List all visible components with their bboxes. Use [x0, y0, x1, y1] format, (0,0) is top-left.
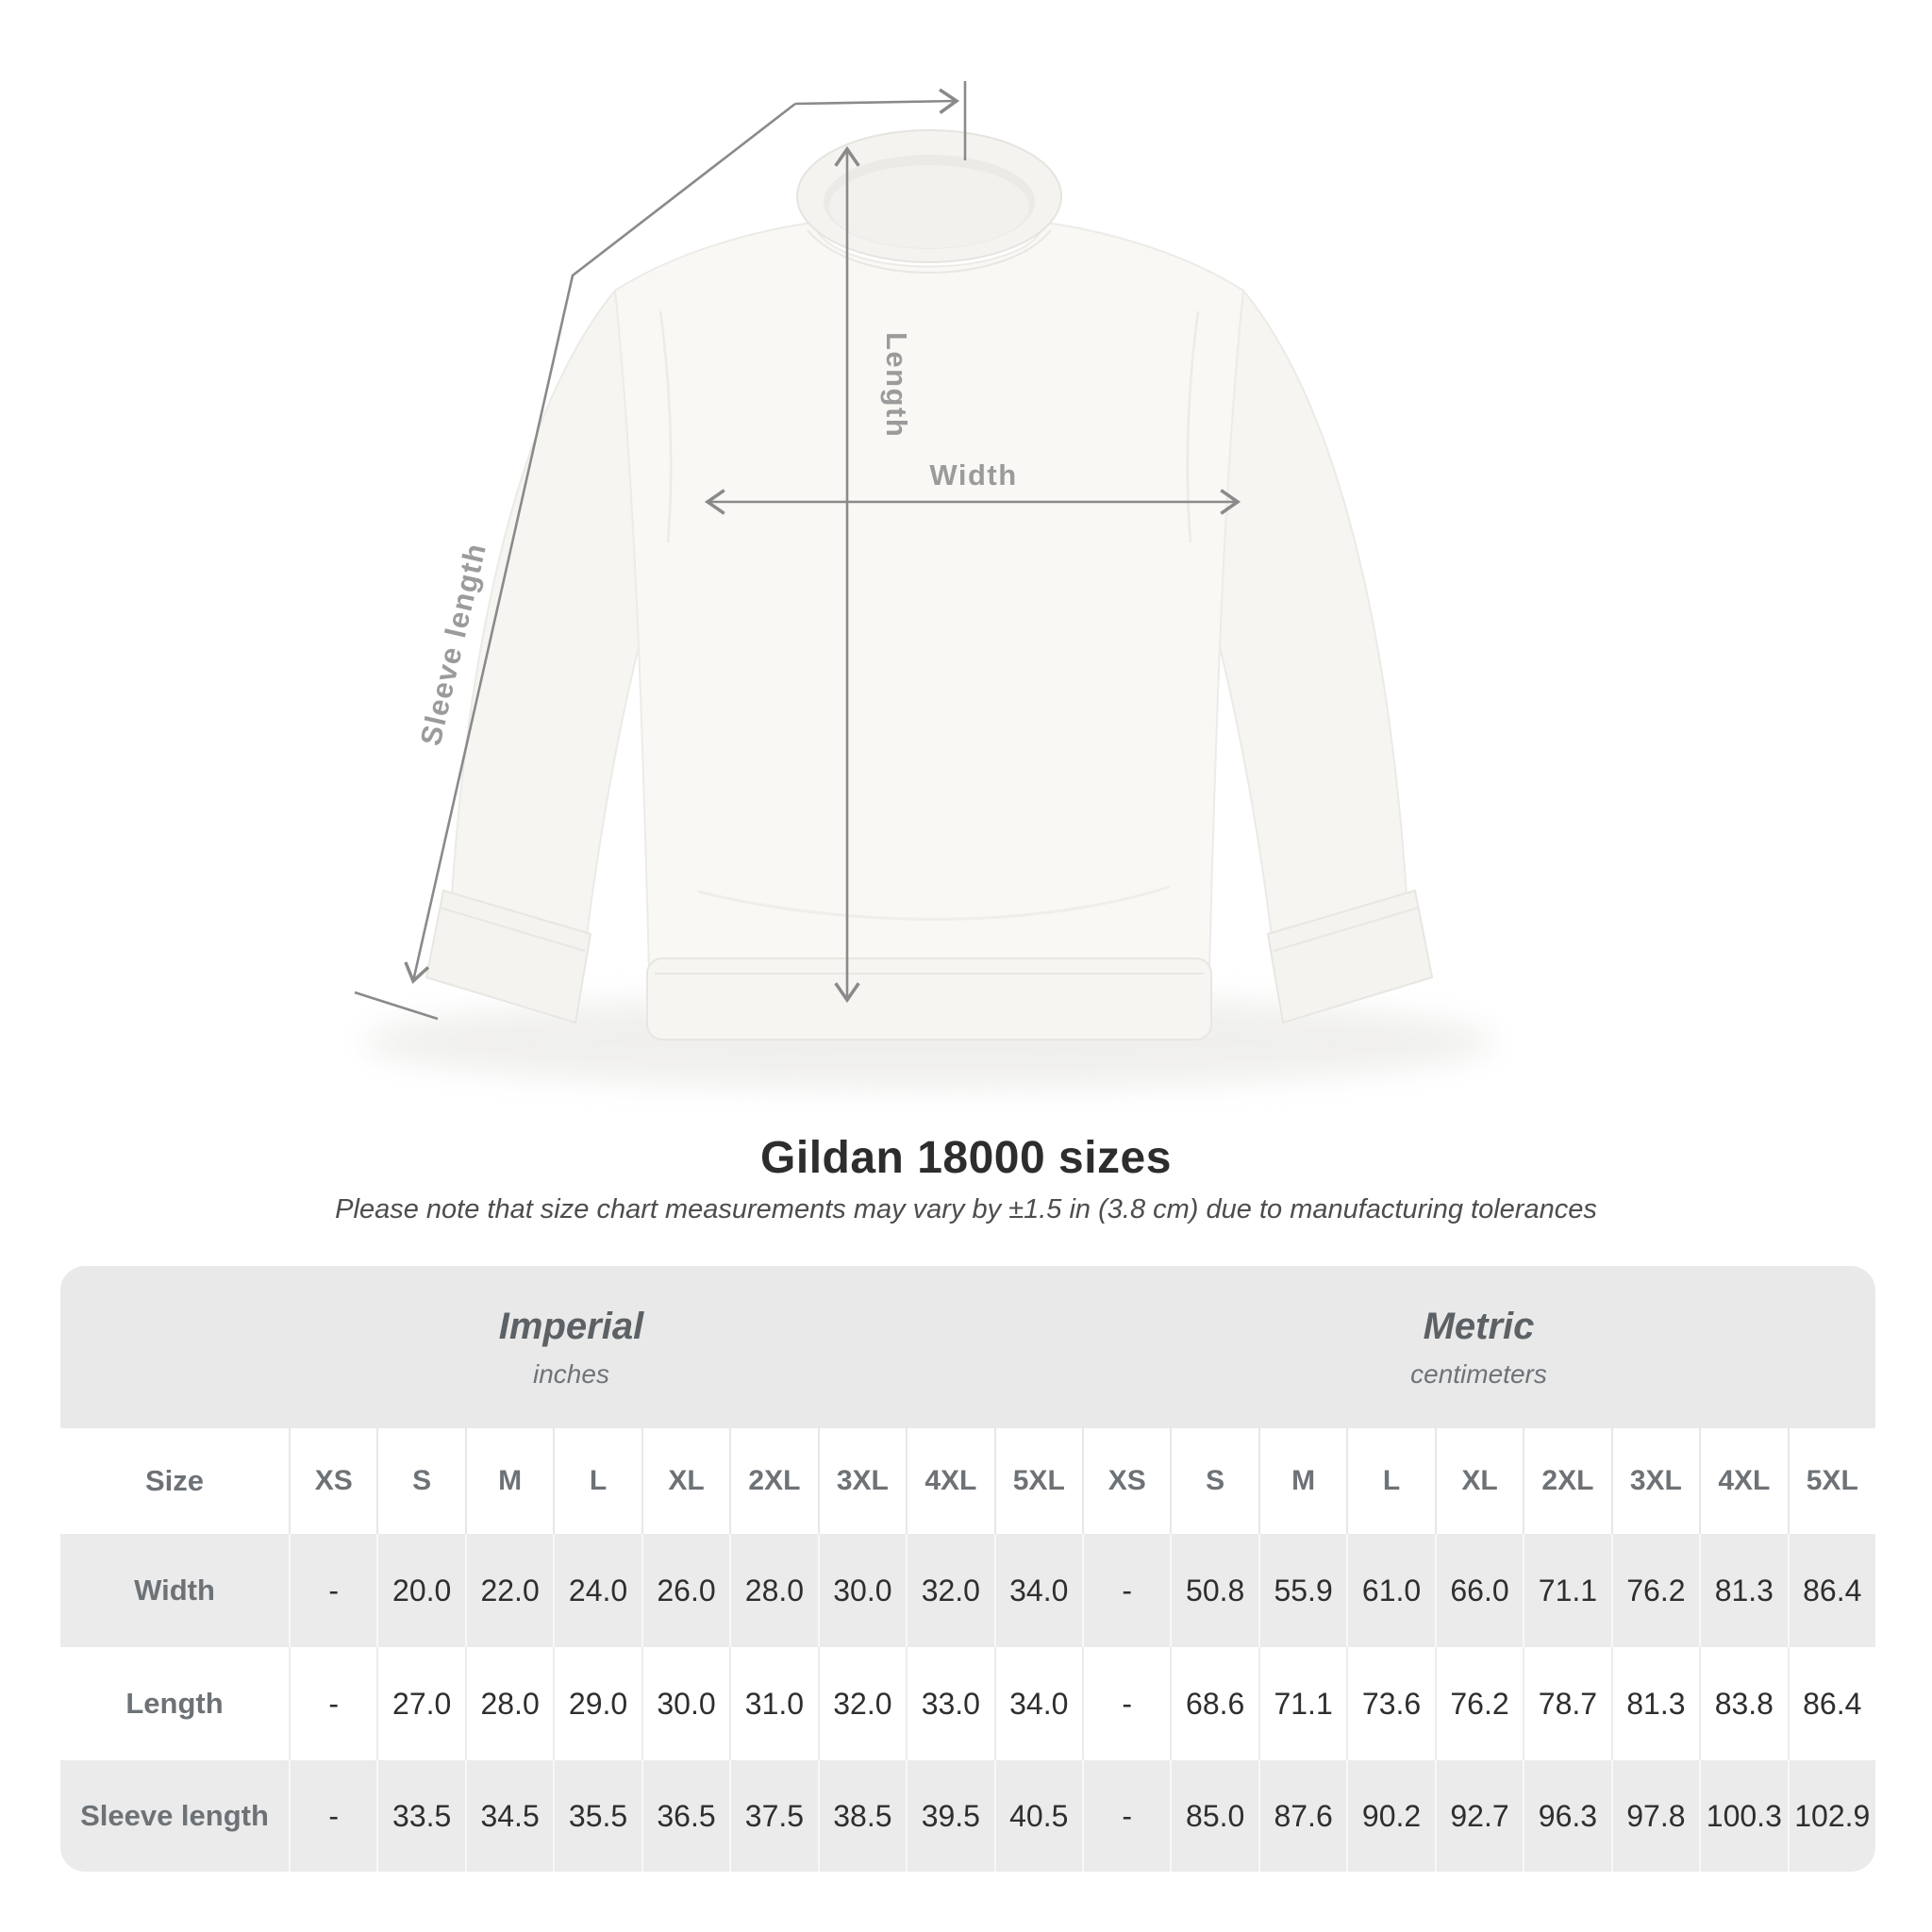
table-cell: -	[1081, 1647, 1171, 1760]
metric-size-s: S	[1170, 1428, 1258, 1534]
table-cell: -	[1081, 1760, 1171, 1872]
metric-size-3xl: 3XL	[1610, 1428, 1700, 1534]
metric-size-l: L	[1346, 1428, 1435, 1534]
table-cell: -	[289, 1534, 377, 1647]
length-label: Length	[880, 332, 913, 438]
table-cell: 31.0	[729, 1647, 818, 1760]
length-row-label: Length	[60, 1647, 289, 1760]
table-cell: 86.4	[1787, 1647, 1875, 1760]
width-label: Width	[929, 458, 1017, 491]
table-cell: 86.4	[1787, 1534, 1875, 1647]
table-cell: 90.2	[1346, 1760, 1435, 1872]
imperial-size-m: M	[464, 1428, 554, 1534]
table-cell: -	[1081, 1534, 1171, 1647]
imperial-size-2xl: 2XL	[729, 1428, 818, 1534]
imperial-title: Imperial	[498, 1305, 644, 1347]
metric-size-m: M	[1257, 1428, 1347, 1534]
size-column-header: Size	[60, 1428, 289, 1534]
sleeve-cuff-tick	[354, 991, 439, 1021]
table-cell: 85.0	[1170, 1760, 1258, 1872]
table-cell: 39.5	[906, 1760, 994, 1872]
sleeve-length-arrow	[404, 102, 796, 985]
size-chart-table: Imperial inches Metric centimeters Size …	[60, 1266, 1875, 1872]
table-cell: 81.3	[1610, 1647, 1700, 1760]
table-cell: 92.7	[1434, 1760, 1524, 1872]
metric-size-xs: XS	[1081, 1428, 1171, 1534]
measurement-annotations	[354, 81, 1241, 1021]
metric-title: Metric	[1423, 1305, 1535, 1347]
imperial-size-xs: XS	[289, 1428, 377, 1534]
table-cell: 78.7	[1523, 1647, 1611, 1760]
table-cell: -	[289, 1647, 377, 1760]
table-cell: 66.0	[1434, 1534, 1524, 1647]
table-cell: 61.0	[1346, 1534, 1435, 1647]
table-cell: 34.5	[464, 1760, 554, 1872]
metric-size-2xl: 2XL	[1523, 1428, 1611, 1534]
table-cell: 29.0	[553, 1647, 641, 1760]
imperial-size-4xl: 4XL	[906, 1428, 994, 1534]
metric-size-4xl: 4XL	[1699, 1428, 1788, 1534]
table-cell: 33.0	[906, 1647, 994, 1760]
metric-section-header: Metric centimeters	[1081, 1266, 1875, 1428]
table-cell: 36.5	[641, 1760, 730, 1872]
table-cell: 33.5	[376, 1760, 465, 1872]
table-cell: 68.6	[1170, 1647, 1258, 1760]
table-cell: 28.0	[729, 1534, 818, 1647]
table-cell: 73.6	[1346, 1647, 1435, 1760]
table-cell: 34.0	[993, 1534, 1082, 1647]
table-cell: 50.8	[1170, 1534, 1258, 1647]
sleeve-top-arrow	[794, 88, 960, 115]
table-cell: 76.2	[1610, 1534, 1700, 1647]
table-cell: 40.5	[993, 1760, 1082, 1872]
table-cell: 96.3	[1523, 1760, 1611, 1872]
table-cell: 20.0	[376, 1534, 465, 1647]
imperial-size-5xl: 5XL	[993, 1428, 1082, 1534]
table-cell: -	[289, 1760, 377, 1872]
table-cell: 26.0	[641, 1534, 730, 1647]
metric-size-xl: XL	[1434, 1428, 1524, 1534]
width-row-label: Width	[60, 1534, 289, 1647]
table-cell: 35.5	[553, 1760, 641, 1872]
table-cell: 81.3	[1699, 1534, 1788, 1647]
table-cell: 30.0	[817, 1534, 907, 1647]
sweatshirt-measurement-diagram: Width Length Sleeve length	[354, 81, 1495, 1089]
sweatshirt-collar	[796, 129, 1062, 274]
table-cell: 32.0	[906, 1534, 994, 1647]
sleeve-length-row-label: Sleeve length	[60, 1760, 289, 1872]
imperial-size-l: L	[553, 1428, 641, 1534]
table-cell: 100.3	[1699, 1760, 1788, 1872]
imperial-size-s: S	[376, 1428, 465, 1534]
metric-size-5xl: 5XL	[1787, 1428, 1875, 1534]
table-cell: 71.1	[1523, 1534, 1611, 1647]
imperial-size-3xl: 3XL	[817, 1428, 907, 1534]
table-cell: 97.8	[1610, 1760, 1700, 1872]
table-cell: 76.2	[1434, 1647, 1524, 1760]
table-cell: 27.0	[376, 1647, 465, 1760]
imperial-size-xl: XL	[641, 1428, 730, 1534]
metric-unit: centimeters	[1410, 1358, 1547, 1389]
sweatshirt-left-sleeve	[425, 288, 670, 1024]
table-cell: 34.0	[993, 1647, 1082, 1760]
table-cell: 38.5	[817, 1760, 907, 1872]
table-cell: 102.9	[1787, 1760, 1875, 1872]
table-cell: 24.0	[553, 1534, 641, 1647]
sweatshirt-right-sleeve	[1189, 288, 1434, 1024]
table-cell: 37.5	[729, 1760, 818, 1872]
table-cell: 83.8	[1699, 1647, 1788, 1760]
page-subtitle: Please note that size chart measurements…	[335, 1194, 1597, 1224]
table-cell: 22.0	[464, 1534, 554, 1647]
table-cell: 32.0	[817, 1647, 907, 1760]
table-cell: 71.1	[1257, 1647, 1347, 1760]
table-cell: 28.0	[464, 1647, 554, 1760]
imperial-section-header: Imperial inches	[60, 1266, 1082, 1428]
table-cell: 30.0	[641, 1647, 730, 1760]
imperial-unit: inches	[533, 1358, 609, 1389]
sweatshirt-body	[613, 221, 1245, 1041]
table-cell: 55.9	[1257, 1534, 1347, 1647]
table-cell: 87.6	[1257, 1760, 1347, 1872]
page-title: Gildan 18000 sizes	[760, 1133, 1172, 1183]
